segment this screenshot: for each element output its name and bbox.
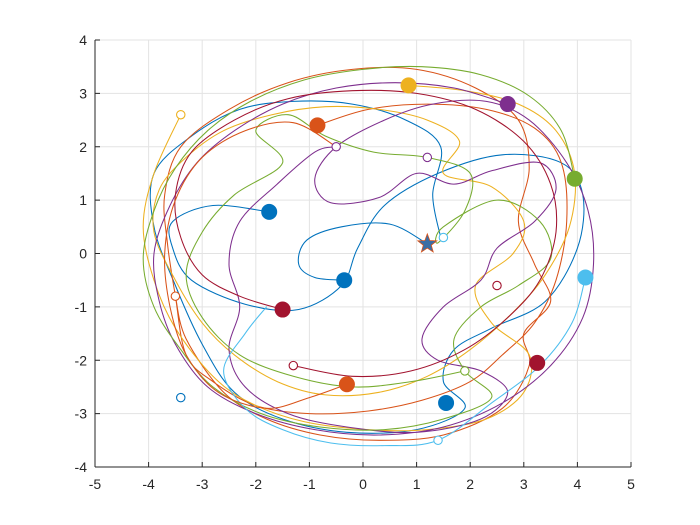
x-tick-label: 4 (574, 476, 582, 492)
x-tick-label: -2 (250, 476, 263, 492)
trajectory-line-2 (163, 66, 568, 441)
trajectories (142, 65, 595, 447)
y-tick-label: -3 (75, 406, 88, 422)
trajectory-line-4 (153, 82, 595, 436)
y-tick-labels: -4 -3 -2 -1 0 1 2 3 4 (75, 32, 88, 475)
filled-marker-3 (400, 77, 417, 94)
open-marker-2 (422, 152, 433, 163)
x-tick-label: -5 (89, 476, 102, 492)
axes (94, 39, 632, 468)
trajectory-line-0 (149, 100, 585, 434)
x-tick-label: -4 (142, 476, 155, 492)
x-tick-label: 0 (359, 476, 367, 492)
x-tick-label: 1 (413, 476, 421, 492)
x-tick-label: 2 (466, 476, 474, 492)
open-marker-0 (176, 109, 186, 120)
grid (94, 39, 632, 468)
filled-marker-6 (577, 269, 594, 286)
x-tick-label: 5 (627, 476, 635, 492)
open-marker-3 (438, 232, 449, 243)
trajectory-line-8 (164, 121, 348, 409)
filled-marker-10 (274, 301, 291, 318)
filled-marker-0 (261, 203, 278, 220)
x-tick-label: -3 (196, 476, 209, 492)
filled-marker-7 (529, 354, 546, 371)
filled-marker-1 (336, 272, 353, 289)
filled-marker-5 (566, 170, 583, 187)
open-marker-4 (170, 291, 181, 301)
markers (170, 77, 594, 446)
trajectory-line-5 (142, 65, 576, 431)
open-marker-9 (433, 435, 443, 446)
open-marker-6 (288, 360, 299, 371)
y-tick-label: 3 (79, 85, 87, 101)
filled-marker-2 (309, 117, 326, 134)
x-tick-labels: -5 -4 -3 -2 -1 0 1 2 3 4 5 (89, 476, 635, 492)
filled-marker-8 (438, 394, 455, 411)
open-marker-5 (492, 280, 502, 291)
star-marker (416, 232, 438, 253)
y-tick-label: 0 (79, 246, 87, 262)
x-tick-label: 3 (520, 476, 528, 492)
y-tick-label: 2 (79, 139, 87, 155)
y-tick-label: -4 (75, 459, 88, 475)
trajectory-line-7 (174, 89, 558, 378)
y-tick-label: -2 (75, 352, 88, 368)
y-tick-label: -1 (75, 299, 88, 315)
open-marker-8 (176, 392, 186, 403)
trajectory-line-1 (297, 222, 428, 281)
filled-marker-4 (499, 96, 516, 113)
open-marker-7 (460, 366, 470, 376)
open-marker-1 (331, 142, 341, 152)
x-tick-label: -1 (303, 476, 316, 492)
y-tick-label: 4 (79, 32, 87, 48)
y-tick-label: 1 (79, 192, 87, 208)
filled-marker-9 (338, 376, 355, 393)
